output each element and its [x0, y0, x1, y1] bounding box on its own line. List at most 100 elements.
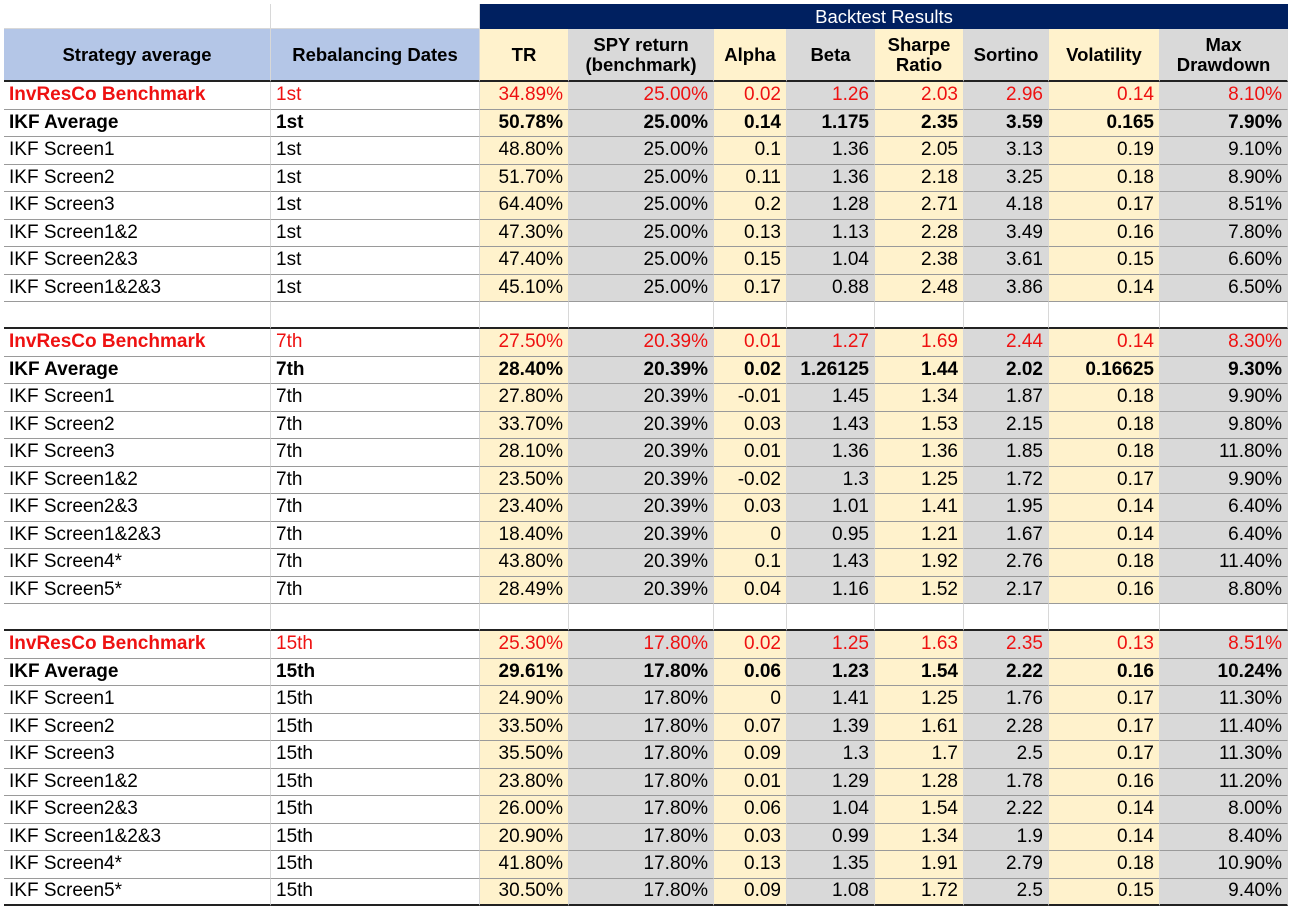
row-alpha-cell: 0.04 — [714, 576, 787, 604]
average-volatility-cell: 0.165 — [1049, 109, 1160, 137]
row-volatility-cell: 0.14 — [1049, 823, 1160, 851]
section-separator-cell — [1049, 604, 1160, 631]
row-volatility-cell: 0.14 — [1049, 796, 1160, 824]
section-separator-cell — [271, 604, 480, 631]
benchmark-volatility-cell: 0.14 — [1049, 82, 1160, 110]
row-tr-cell: 28.49% — [480, 576, 569, 604]
benchmark-sortino-cell: 2.35 — [964, 631, 1049, 659]
row-alpha-cell: 0.01 — [714, 439, 787, 467]
benchmark-max-drawdown-cell: 8.51% — [1160, 631, 1288, 659]
row-spy-return-cell: 25.00% — [569, 164, 714, 192]
row-beta-cell: 0.88 — [787, 274, 875, 302]
blank-corner-cell — [4, 4, 271, 29]
row-tr-cell: 23.50% — [480, 466, 569, 494]
row-rebalancing-date-cell: 7th — [271, 549, 480, 577]
average-beta-cell: 1.26125 — [787, 356, 875, 384]
row-strategy-cell: IKF Screen5* — [4, 576, 271, 604]
row-rebalancing-date-cell: 1st — [271, 219, 480, 247]
row-strategy-cell: IKF Screen2 — [4, 164, 271, 192]
row-beta-cell: 1.45 — [787, 384, 875, 412]
header-sortino: Sortino — [964, 29, 1049, 82]
benchmark-rebalancing-date-cell: 1st — [271, 82, 480, 110]
row-max-drawdown-cell: 8.40% — [1160, 823, 1288, 851]
row-volatility-cell: 0.17 — [1049, 713, 1160, 741]
row-rebalancing-date-cell: 7th — [271, 521, 480, 549]
row-volatility-cell: 0.19 — [1049, 137, 1160, 165]
row-spy-return-cell: 20.39% — [569, 411, 714, 439]
row-beta-cell: 1.28 — [787, 192, 875, 220]
row-beta-cell: 1.08 — [787, 878, 875, 906]
row-tr-cell: 20.90% — [480, 823, 569, 851]
section-separator-cell — [4, 302, 271, 329]
row-alpha-cell: 0.01 — [714, 768, 787, 796]
row-strategy-cell: IKF Screen1 — [4, 384, 271, 412]
section-separator-cell — [1049, 302, 1160, 329]
row-sharpe-ratio-cell: 1.25 — [875, 466, 964, 494]
row-strategy-cell: IKF Screen2 — [4, 713, 271, 741]
header-alpha: Alpha — [714, 29, 787, 82]
row-spy-return-cell: 20.39% — [569, 494, 714, 522]
benchmark-tr-cell: 34.89% — [480, 82, 569, 110]
row-rebalancing-date-cell: 7th — [271, 411, 480, 439]
row-rebalancing-date-cell: 7th — [271, 576, 480, 604]
benchmark-sharpe-ratio-cell: 2.03 — [875, 82, 964, 110]
row-spy-return-cell: 20.39% — [569, 466, 714, 494]
row-sortino-cell: 1.95 — [964, 494, 1049, 522]
row-sharpe-ratio-cell: 1.41 — [875, 494, 964, 522]
row-strategy-cell: IKF Screen3 — [4, 192, 271, 220]
average-sharpe-ratio-cell: 1.44 — [875, 356, 964, 384]
section-separator-cell — [714, 604, 787, 631]
row-max-drawdown-cell: 10.90% — [1160, 851, 1288, 879]
row-strategy-cell: IKF Screen1&2 — [4, 466, 271, 494]
row-sharpe-ratio-cell: 1.36 — [875, 439, 964, 467]
row-spy-return-cell: 17.80% — [569, 768, 714, 796]
row-tr-cell: 64.40% — [480, 192, 569, 220]
row-rebalancing-date-cell: 15th — [271, 796, 480, 824]
row-max-drawdown-cell: 8.90% — [1160, 164, 1288, 192]
row-sharpe-ratio-cell: 1.21 — [875, 521, 964, 549]
row-max-drawdown-cell: 11.20% — [1160, 768, 1288, 796]
benchmark-rebalancing-date-cell: 7th — [271, 329, 480, 357]
row-spy-return-cell: 17.80% — [569, 741, 714, 769]
row-spy-return-cell: 20.39% — [569, 549, 714, 577]
row-tr-cell: 48.80% — [480, 137, 569, 165]
row-tr-cell: 18.40% — [480, 521, 569, 549]
row-sharpe-ratio-cell: 2.71 — [875, 192, 964, 220]
section-separator-cell — [480, 302, 569, 329]
row-sharpe-ratio-cell: 1.61 — [875, 713, 964, 741]
average-volatility-cell: 0.16 — [1049, 658, 1160, 686]
benchmark-strategy-cell: InvResCo Benchmark — [4, 631, 271, 659]
section-separator-cell — [875, 604, 964, 631]
row-sortino-cell: 1.76 — [964, 686, 1049, 714]
row-sharpe-ratio-cell: 1.54 — [875, 796, 964, 824]
average-sharpe-ratio-cell: 2.35 — [875, 109, 964, 137]
row-max-drawdown-cell: 8.80% — [1160, 576, 1288, 604]
row-alpha-cell: 0 — [714, 521, 787, 549]
header-volatility: Volatility — [1049, 29, 1160, 82]
benchmark-beta-cell: 1.26 — [787, 82, 875, 110]
row-strategy-cell: IKF Screen3 — [4, 741, 271, 769]
average-rebalancing-date-cell: 15th — [271, 658, 480, 686]
row-sortino-cell: 1.72 — [964, 466, 1049, 494]
row-sharpe-ratio-cell: 2.48 — [875, 274, 964, 302]
row-rebalancing-date-cell: 7th — [271, 439, 480, 467]
row-max-drawdown-cell: 11.40% — [1160, 713, 1288, 741]
row-spy-return-cell: 25.00% — [569, 247, 714, 275]
row-rebalancing-date-cell: 15th — [271, 851, 480, 879]
row-sortino-cell: 4.18 — [964, 192, 1049, 220]
benchmark-max-drawdown-cell: 8.10% — [1160, 82, 1288, 110]
row-sortino-cell: 3.13 — [964, 137, 1049, 165]
row-tr-cell: 24.90% — [480, 686, 569, 714]
row-volatility-cell: 0.18 — [1049, 384, 1160, 412]
row-sharpe-ratio-cell: 1.34 — [875, 823, 964, 851]
row-alpha-cell: 0.13 — [714, 851, 787, 879]
section-separator-cell — [1160, 604, 1288, 631]
blank-corner-cell — [271, 4, 480, 29]
row-strategy-cell: IKF Screen1&2 — [4, 219, 271, 247]
average-rebalancing-date-cell: 7th — [271, 356, 480, 384]
row-strategy-cell: IKF Screen3 — [4, 439, 271, 467]
average-max-drawdown-cell: 7.90% — [1160, 109, 1288, 137]
row-sharpe-ratio-cell: 1.91 — [875, 851, 964, 879]
benchmark-tr-cell: 25.30% — [480, 631, 569, 659]
row-volatility-cell: 0.15 — [1049, 878, 1160, 906]
